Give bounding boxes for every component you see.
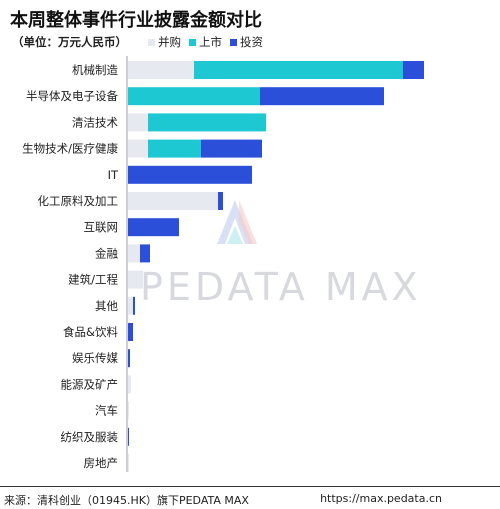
category-label: 建筑/工程	[68, 273, 118, 287]
watermark-logo-icon	[217, 200, 257, 244]
bar-segment-merger	[128, 244, 140, 263]
category-label: 纺织及服装	[61, 430, 119, 444]
category-label: IT	[108, 168, 119, 182]
bar-segment-investment	[128, 165, 252, 184]
legend-swatch-merger	[148, 38, 155, 46]
legend-label-merger: 并购	[158, 35, 181, 49]
legend-item-investment: 投资	[230, 34, 263, 50]
category-label: 互联网	[84, 220, 119, 234]
bar-segment-investment	[403, 61, 424, 79]
footer-divider	[0, 486, 500, 487]
bar-segment-investment	[201, 139, 262, 158]
bar-segment-merger	[128, 61, 194, 79]
bar-segment-investment	[260, 87, 384, 106]
legend-label-investment: 投资	[240, 35, 263, 49]
bar-segment-investment	[128, 349, 130, 368]
category-label: 生物技术/医疗健康	[22, 142, 118, 156]
watermark-text: PEDATA MAX	[140, 265, 422, 309]
category-label: 汽车	[95, 404, 118, 418]
bar-segment-merger	[128, 375, 131, 394]
category-label: 娱乐传媒	[72, 351, 118, 365]
bar-segment-merger	[128, 454, 129, 472]
bar-segment-merger	[128, 113, 148, 132]
bar-segment-investment	[218, 192, 223, 210]
category-label: 房地产	[84, 456, 119, 470]
category-label: 半导体及电子设备	[26, 89, 118, 103]
category-label: 食品&饮料	[63, 325, 118, 339]
bar-segment-ipo	[148, 139, 201, 158]
unit-label: （单位：万元人民币）	[12, 35, 127, 49]
bar-segment-merger	[128, 296, 133, 315]
watermark: PEDATA MAX	[140, 200, 422, 309]
bars	[128, 61, 424, 472]
legend-swatch-investment	[230, 38, 237, 46]
source-text: 来源：清科创业（01945.HK）旗下PEDATA MAX	[4, 494, 249, 507]
bar-segment-investment	[140, 244, 150, 263]
category-label: 清洁技术	[72, 115, 118, 129]
bar-segment-merger	[128, 401, 129, 420]
legend: 并购 上市 投资	[148, 34, 263, 50]
bar-segment-investment	[128, 323, 133, 341]
bar-segment-merger	[128, 139, 148, 158]
bar-segment-investment	[128, 427, 129, 446]
category-label: 金融	[95, 246, 118, 260]
category-label: 机械制造	[72, 63, 118, 77]
category-label: 化工原料及加工	[38, 194, 119, 208]
legend-item-merger: 并购	[148, 34, 181, 50]
source-url: https://max.pedata.cn	[320, 492, 442, 505]
bar-segment-merger	[128, 270, 143, 289]
chart-title: 本周整体事件行业披露金额对比	[10, 10, 262, 31]
bar-segment-ipo	[194, 61, 403, 79]
bar-segment-investment	[128, 218, 179, 237]
bar-segment-ipo	[148, 113, 266, 132]
bar-segment-merger	[128, 192, 218, 210]
legend-item-ipo: 上市	[189, 34, 222, 50]
bar-segment-ipo	[128, 87, 260, 106]
category-label: 能源及矿产	[61, 377, 119, 391]
category-label: 其他	[95, 299, 118, 313]
legend-swatch-ipo	[189, 38, 196, 46]
bar-segment-investment	[133, 296, 135, 315]
legend-label-ipo: 上市	[199, 35, 222, 49]
